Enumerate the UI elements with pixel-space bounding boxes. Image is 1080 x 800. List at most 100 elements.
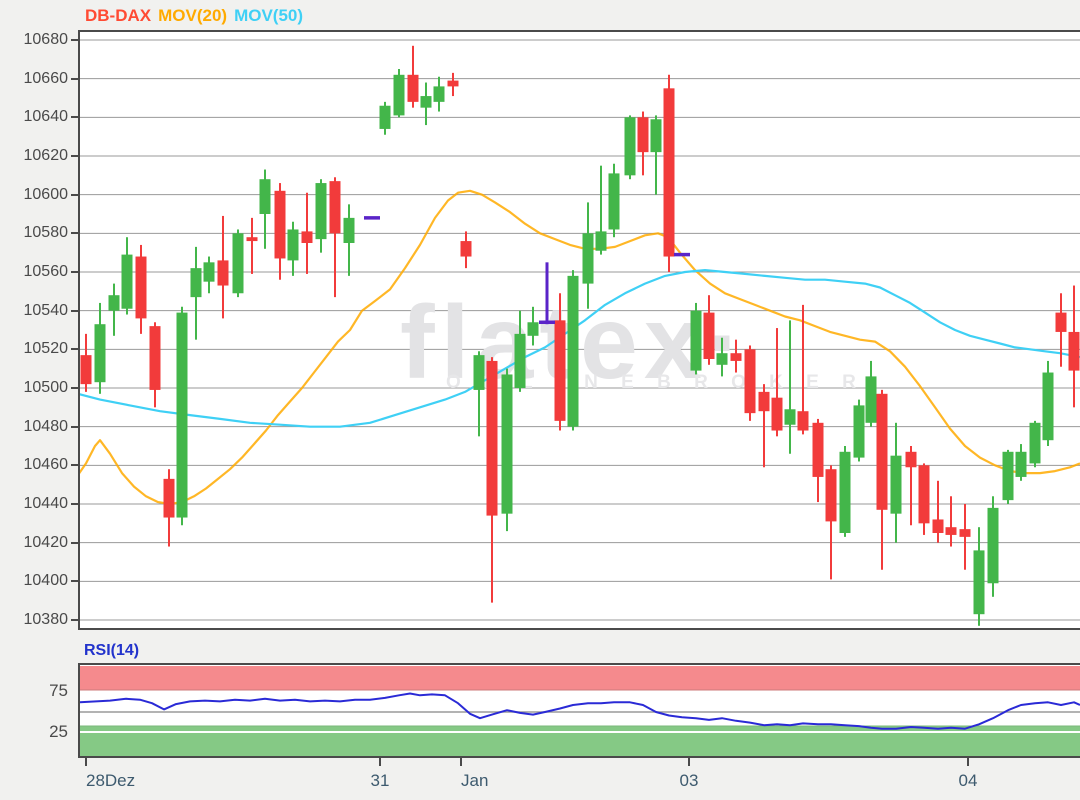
candle-body <box>121 254 133 309</box>
candle-body <box>797 411 809 431</box>
price-axis-label: 10380 <box>23 611 69 628</box>
price-axis-tick <box>71 39 78 41</box>
candle <box>447 72 459 97</box>
candle <box>343 204 355 276</box>
price-axis-label: 10680 <box>23 31 69 48</box>
candle <box>637 111 649 176</box>
date-label: 04 <box>958 771 978 790</box>
candle <box>624 115 636 180</box>
candle <box>203 256 215 294</box>
price-axis-label: 10480 <box>23 417 69 435</box>
candle-body <box>945 527 957 535</box>
candle-body <box>343 217 355 243</box>
candle-body <box>473 355 485 390</box>
candle-body <box>567 275 579 427</box>
date-label: Jan <box>461 771 489 790</box>
candle-body <box>514 333 526 388</box>
candle-body <box>407 74 419 102</box>
date-axis-tick <box>85 757 87 766</box>
price-axis-tick <box>71 425 78 428</box>
candle <box>301 192 313 274</box>
candle-body <box>232 233 244 294</box>
candle <box>853 399 865 462</box>
candle <box>274 183 286 280</box>
candle <box>259 169 271 249</box>
candle <box>1042 360 1054 446</box>
candle <box>379 101 391 135</box>
candle-body <box>460 241 472 257</box>
candle <box>771 328 783 437</box>
candle-body <box>595 231 607 251</box>
candle <box>730 339 742 373</box>
candle <box>460 231 472 269</box>
candle-body <box>744 349 756 414</box>
candle <box>108 283 120 336</box>
candle <box>246 217 258 274</box>
candle <box>945 496 957 547</box>
date-axis-tick <box>967 757 969 766</box>
candle-body <box>329 181 341 234</box>
candle <box>812 418 824 503</box>
candle-body <box>94 324 106 383</box>
candle-body <box>716 353 728 365</box>
price-axis-label: 10440 <box>23 495 69 512</box>
candle <box>918 463 930 535</box>
candle-body <box>624 117 636 176</box>
candle <box>716 337 728 377</box>
price-axis-tick <box>71 348 78 351</box>
candle <box>287 221 299 276</box>
candle-body <box>554 320 566 421</box>
candle-body <box>784 409 796 425</box>
candle-body <box>663 88 675 257</box>
price-axis-label: 10640 <box>23 108 69 126</box>
price-axis-tick <box>71 271 78 273</box>
candle-body <box>420 96 432 108</box>
price-axis-label: 10580 <box>23 224 69 242</box>
candle-body <box>1068 331 1080 371</box>
candle <box>176 306 188 526</box>
candle <box>486 357 498 603</box>
candle <box>329 177 341 298</box>
candle <box>433 76 445 112</box>
candle <box>987 496 999 597</box>
chart-legend: DB-DAX MOV(20) MOV(50) <box>85 6 310 26</box>
price-axis-label: 10460 <box>23 456 69 474</box>
price-axis-label: 10600 <box>23 185 69 203</box>
symbol-label: DB-DAX <box>85 6 152 25</box>
candle-body <box>905 451 917 468</box>
candle <box>703 295 715 365</box>
rsi-title: RSI(14) <box>84 642 140 659</box>
candle <box>80 333 92 392</box>
candlestick-chart[interactable]: flatex·O N L I N E B R O K E R <box>78 30 1080 630</box>
candle <box>232 229 244 298</box>
price-axis-label: 10560 <box>23 263 69 280</box>
candle-body <box>163 478 175 518</box>
mov50-legend-label: MOV(50) <box>234 6 304 25</box>
candle <box>690 302 702 375</box>
date-axis-tick <box>460 757 462 766</box>
candle <box>420 82 432 126</box>
candle <box>1055 293 1067 367</box>
candle <box>959 504 971 570</box>
candle-body <box>973 550 985 615</box>
plot-background <box>78 30 1080 630</box>
candle-body <box>987 507 999 584</box>
candle <box>501 368 513 532</box>
candle-body <box>379 105 391 129</box>
candle <box>1029 420 1041 468</box>
candle <box>393 69 405 118</box>
price-axis-tick <box>71 309 78 312</box>
price-axis-tick <box>71 464 78 467</box>
price-axis-tick <box>71 503 78 505</box>
price-axis-tick <box>71 580 78 583</box>
price-axis-tick <box>71 232 78 235</box>
candle-body <box>703 312 715 359</box>
candle-body <box>690 310 702 371</box>
candle <box>527 306 539 346</box>
candle-body <box>501 374 513 514</box>
rsi-panel[interactable] <box>78 663 1080 758</box>
candle <box>135 244 147 334</box>
candle-body <box>876 393 888 510</box>
candle-body <box>839 451 851 533</box>
candle-body <box>865 376 877 423</box>
